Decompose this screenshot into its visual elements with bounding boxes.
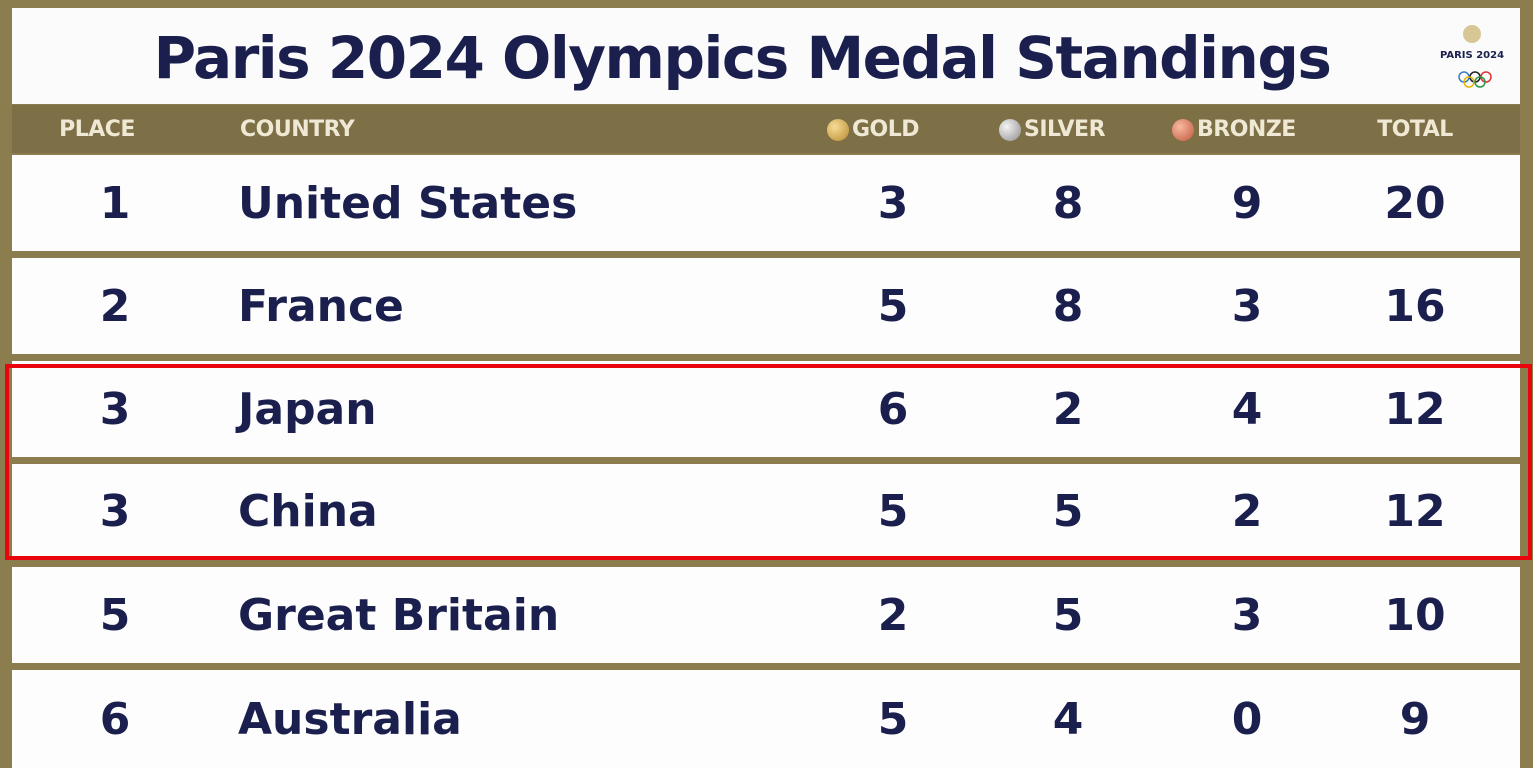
place: 3 bbox=[99, 485, 131, 537]
silver-count: 8 bbox=[1052, 280, 1084, 332]
gold-count: 5 bbox=[877, 280, 909, 332]
place: 1 bbox=[99, 177, 131, 229]
place: 3 bbox=[99, 383, 131, 435]
column-header: PLACE bbox=[59, 117, 135, 142]
column-header: TOTAL bbox=[1377, 117, 1453, 142]
bronze-count: 4 bbox=[1231, 383, 1263, 435]
country: France bbox=[238, 280, 404, 332]
total-count: 10 bbox=[1384, 589, 1446, 641]
total-count: 9 bbox=[1399, 693, 1431, 745]
logo-graphic bbox=[1458, 25, 1492, 88]
total-count: 12 bbox=[1384, 383, 1446, 435]
bronze-count: 0 bbox=[1231, 693, 1263, 745]
place: 2 bbox=[99, 280, 131, 332]
table-row: 5 Great Britain 2 5 3 10 bbox=[12, 567, 1520, 663]
table-row: 3 China 5 5 2 12 bbox=[12, 464, 1520, 558]
table-row: 6 Australia 5 4 0 9 bbox=[12, 670, 1520, 768]
total-count: 16 bbox=[1384, 280, 1446, 332]
silver-count: 5 bbox=[1052, 485, 1084, 537]
place: 6 bbox=[99, 693, 131, 745]
gold-count: 5 bbox=[877, 485, 909, 537]
column-header: GOLD bbox=[852, 117, 920, 142]
logo-text: PARIS 2024 bbox=[1439, 50, 1505, 61]
logo: PARIS 2024 bbox=[1417, 22, 1527, 92]
bronze-count: 2 bbox=[1231, 485, 1263, 537]
silver-count: 8 bbox=[1052, 177, 1084, 229]
place: 5 bbox=[99, 589, 131, 641]
bronze-count: 3 bbox=[1231, 280, 1263, 332]
silver-count: 5 bbox=[1052, 589, 1084, 641]
country: United States bbox=[238, 177, 578, 229]
country: China bbox=[238, 485, 378, 537]
country: Japan bbox=[238, 383, 377, 435]
gold-count: 3 bbox=[877, 177, 909, 229]
table-header: PLACE COUNTRY GOLD SILVER BRONZE TOTAL bbox=[12, 105, 1520, 153]
table-row: 3 Japan 6 2 4 12 bbox=[12, 361, 1520, 457]
silver-count: 2 bbox=[1052, 383, 1084, 435]
highlight-box bbox=[5, 364, 1532, 560]
silver-count: 4 bbox=[1052, 693, 1084, 745]
silver-icon bbox=[999, 119, 1021, 141]
table-row: 2 France 5 8 3 16 bbox=[12, 258, 1520, 354]
column-header: SILVER bbox=[1024, 117, 1106, 142]
bronze-icon bbox=[1172, 119, 1194, 141]
title: Paris 2024 Olympics Medal Standings bbox=[153, 24, 1332, 92]
column-header: BRONZE bbox=[1197, 117, 1296, 142]
country: Great Britain bbox=[238, 589, 560, 641]
table-row: 1 United States 3 8 9 20 bbox=[12, 155, 1520, 251]
gold-count: 2 bbox=[877, 589, 909, 641]
total-count: 20 bbox=[1384, 177, 1446, 229]
gold-icon bbox=[827, 119, 849, 141]
country: Australia bbox=[238, 693, 462, 745]
gold-count: 6 bbox=[877, 383, 909, 435]
total-count: 12 bbox=[1384, 485, 1446, 537]
bronze-count: 3 bbox=[1231, 589, 1263, 641]
title-bar: Paris 2024 Olympics Medal Standings PARI… bbox=[12, 8, 1520, 104]
column-header: COUNTRY bbox=[240, 117, 355, 142]
gold-count: 5 bbox=[877, 693, 909, 745]
bronze-count: 9 bbox=[1231, 177, 1263, 229]
